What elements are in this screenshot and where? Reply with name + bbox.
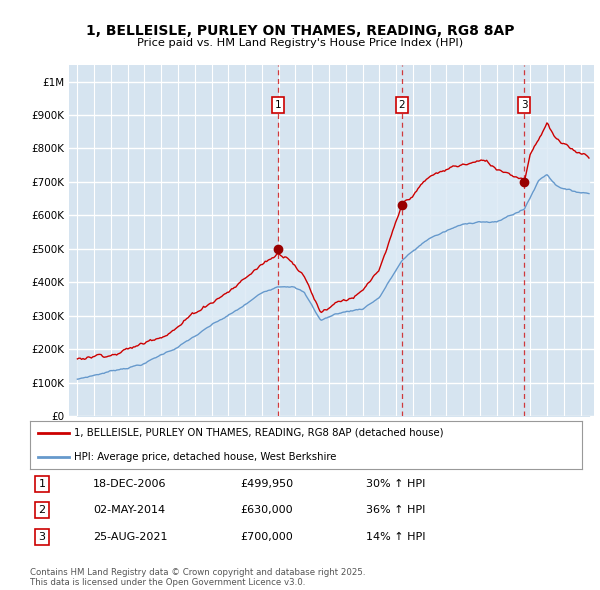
- Text: Price paid vs. HM Land Registry's House Price Index (HPI): Price paid vs. HM Land Registry's House …: [137, 38, 463, 48]
- Text: 1, BELLEISLE, PURLEY ON THAMES, READING, RG8 8AP (detached house): 1, BELLEISLE, PURLEY ON THAMES, READING,…: [74, 428, 444, 438]
- Text: 2: 2: [398, 100, 405, 110]
- Text: 3: 3: [38, 532, 46, 542]
- Text: Contains HM Land Registry data © Crown copyright and database right 2025.
This d: Contains HM Land Registry data © Crown c…: [30, 568, 365, 587]
- Text: 1, BELLEISLE, PURLEY ON THAMES, READING, RG8 8AP: 1, BELLEISLE, PURLEY ON THAMES, READING,…: [86, 24, 514, 38]
- Text: 14% ↑ HPI: 14% ↑ HPI: [366, 532, 425, 542]
- Text: 18-DEC-2006: 18-DEC-2006: [93, 479, 167, 489]
- Text: 2: 2: [38, 506, 46, 515]
- Text: 36% ↑ HPI: 36% ↑ HPI: [366, 506, 425, 515]
- Text: 3: 3: [521, 100, 528, 110]
- Text: £630,000: £630,000: [240, 506, 293, 515]
- Text: 1: 1: [275, 100, 281, 110]
- Text: £499,950: £499,950: [240, 479, 293, 489]
- Text: 1: 1: [38, 479, 46, 489]
- Text: HPI: Average price, detached house, West Berkshire: HPI: Average price, detached house, West…: [74, 452, 337, 462]
- Text: £700,000: £700,000: [240, 532, 293, 542]
- Text: 25-AUG-2021: 25-AUG-2021: [93, 532, 167, 542]
- Text: 02-MAY-2014: 02-MAY-2014: [93, 506, 165, 515]
- Text: 30% ↑ HPI: 30% ↑ HPI: [366, 479, 425, 489]
